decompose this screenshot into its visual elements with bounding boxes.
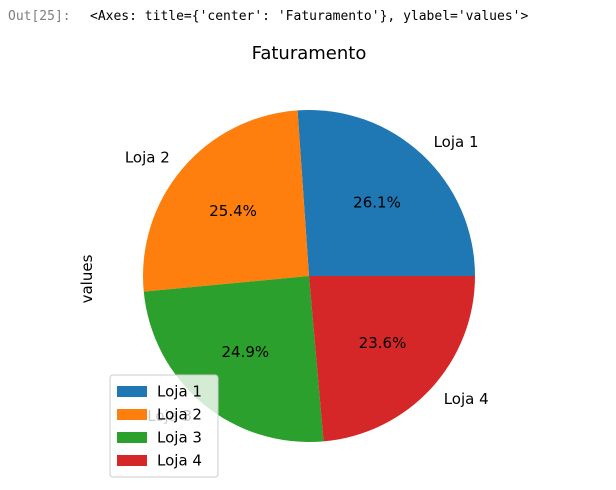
output-repr-text: <Axes: title={'center': 'Faturamento'}, …	[90, 8, 529, 24]
slice-label-2: Loja 2	[125, 148, 170, 166]
percentage-labels: 26.1% 25.4% 24.9% 23.6%	[209, 194, 406, 361]
legend-swatch-1	[117, 386, 147, 397]
y-axis-label: values	[78, 254, 96, 303]
legend-label-3: Loja 3	[157, 429, 202, 447]
chart-title: Faturamento	[252, 43, 367, 64]
pct-label-4: 23.6%	[359, 334, 407, 352]
pie-slice-1	[297, 110, 475, 276]
pct-label-1: 26.1%	[353, 194, 401, 212]
pie-slice-3	[143, 276, 324, 443]
pie-slices	[143, 110, 475, 443]
legend-label-1: Loja 1	[157, 383, 202, 401]
legend-label-4: Loja 4	[157, 452, 202, 470]
slice-label-1: Loja 1	[434, 133, 479, 151]
legend-swatch-2	[117, 409, 147, 420]
pie-slice-4	[309, 276, 475, 442]
legend: Loja 1 Loja 2 Loja 3 Loja 4	[109, 374, 219, 478]
pie-slice-2	[143, 110, 309, 292]
legend-label-2: Loja 2	[157, 406, 202, 424]
pct-label-3: 24.9%	[221, 343, 269, 361]
legend-frame	[109, 374, 219, 478]
pct-label-2: 25.4%	[209, 202, 257, 220]
output-prompt: Out[25]:	[8, 8, 71, 24]
output-row: Out[25]: <Axes: title={'center': 'Fatura…	[0, 6, 528, 26]
slice-label-4: Loja 4	[444, 390, 489, 408]
legend-swatch-3	[117, 432, 147, 443]
legend-swatch-4	[117, 455, 147, 466]
